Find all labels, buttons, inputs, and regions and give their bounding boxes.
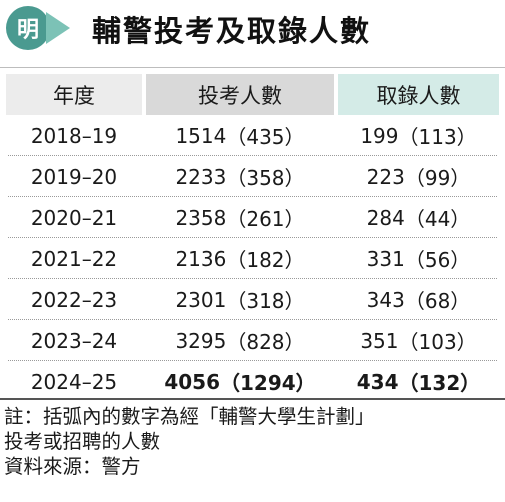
logo-tail-decoration bbox=[46, 12, 70, 44]
applied-cell: 3295 （828） bbox=[146, 320, 334, 361]
admitted-value: 284 bbox=[366, 205, 405, 230]
admitted-value: 199 bbox=[360, 123, 399, 148]
table-row: 2021–22 2136 （182） 331 （56） bbox=[0, 238, 505, 279]
admitted-cell: 223 （99） bbox=[338, 156, 499, 197]
applied-cell: 2233 （358） bbox=[146, 156, 334, 197]
column-header-year: 年度 bbox=[6, 74, 142, 115]
top-divider bbox=[0, 67, 505, 68]
column-header-applied: 投考人數 bbox=[146, 74, 334, 115]
admitted-scheme-value: （103） bbox=[398, 330, 477, 354]
table-row: 2019–20 2233 （358） 223 （99） bbox=[0, 156, 505, 197]
admitted-scheme-value: （44） bbox=[404, 207, 471, 231]
applied-scheme-value: （182） bbox=[226, 248, 305, 272]
applied-cell: 2358 （261） bbox=[146, 197, 334, 238]
source-line: 資料來源：警方 bbox=[4, 455, 141, 478]
applied-value: 1514 bbox=[175, 123, 227, 148]
applied-value: 3295 bbox=[175, 328, 227, 353]
applied-cell: 2301 （318） bbox=[146, 279, 334, 320]
table-row: 2023–24 3295 （828） 351 （103） bbox=[0, 320, 505, 361]
applied-scheme-value: （435） bbox=[226, 125, 305, 149]
admitted-scheme-value: （68） bbox=[404, 289, 471, 313]
applied-cell: 1514 （435） bbox=[146, 115, 334, 156]
applied-scheme-value: （261） bbox=[226, 207, 305, 231]
page-title: 輔警投考及取錄人數 bbox=[92, 14, 372, 48]
applied-scheme-value: （318） bbox=[226, 289, 305, 313]
admitted-scheme-value: （99） bbox=[404, 166, 471, 190]
column-header-admitted: 取錄人數 bbox=[338, 74, 499, 115]
table-row: 2018–19 1514 （435） 199 （113） bbox=[0, 115, 505, 156]
admitted-scheme-value: （56） bbox=[404, 248, 471, 272]
year-cell: 2020–21 bbox=[30, 205, 118, 230]
note-line-1: 註：括弧內的數字為經「輔警大學生計劃」 bbox=[4, 405, 375, 428]
admitted-value: 331 bbox=[366, 246, 405, 271]
newspaper-logo-icon: 明 bbox=[6, 6, 50, 50]
table-row: 2022–23 2301 （318） 343 （68） bbox=[0, 279, 505, 320]
applied-value: 2136 bbox=[175, 246, 227, 271]
admitted-cell: 199 （113） bbox=[338, 115, 499, 156]
admitted-value: 343 bbox=[366, 287, 405, 312]
applied-value: 4056 bbox=[164, 369, 220, 394]
footnotes: 註：括弧內的數字為經「輔警大學生計劃」 投考或招聘的人數 資料來源：警方 bbox=[4, 404, 504, 479]
admitted-scheme-value: （113） bbox=[398, 125, 477, 149]
admitted-cell: 434 （132） bbox=[338, 361, 499, 402]
year-cell: 2023–24 bbox=[30, 328, 118, 353]
year-cell: 2018–19 bbox=[30, 123, 118, 148]
year-cell: 2019–20 bbox=[30, 164, 118, 189]
applied-scheme-value: （828） bbox=[226, 330, 305, 354]
admitted-value: 351 bbox=[360, 328, 399, 353]
year-cell: 2024–25 bbox=[30, 369, 118, 394]
admitted-cell: 331 （56） bbox=[338, 238, 499, 279]
table-header-row: 年度 投考人數 取錄人數 bbox=[0, 74, 505, 115]
year-cell: 2021–22 bbox=[30, 246, 118, 271]
applied-scheme-value: （1294） bbox=[220, 371, 316, 395]
admitted-cell: 284 （44） bbox=[338, 197, 499, 238]
applied-value: 2233 bbox=[175, 164, 227, 189]
table-row: 2020–21 2358 （261） 284 （44） bbox=[0, 197, 505, 238]
admitted-value: 223 bbox=[366, 164, 405, 189]
header: 明 輔警投考及取錄人數 bbox=[6, 4, 501, 54]
applied-value: 2358 bbox=[175, 205, 227, 230]
admitted-cell: 343 （68） bbox=[338, 279, 499, 320]
applied-scheme-value: （358） bbox=[226, 166, 305, 190]
applied-cell: 2136 （182） bbox=[146, 238, 334, 279]
note-line-2: 投考或招聘的人數 bbox=[4, 430, 161, 453]
applied-value: 2301 bbox=[175, 287, 227, 312]
year-cell: 2022–23 bbox=[30, 287, 118, 312]
admitted-value: 434 bbox=[356, 369, 399, 394]
data-table: 年度 投考人數 取錄人數 2018–19 1514 （435） 199 （113… bbox=[0, 74, 505, 402]
admitted-cell: 351 （103） bbox=[338, 320, 499, 361]
table-row: 2024–25 4056 （1294） 434 （132） bbox=[0, 361, 505, 402]
admitted-scheme-value: （132） bbox=[398, 371, 481, 395]
applied-cell: 4056 （1294） bbox=[146, 361, 334, 402]
bottom-divider bbox=[0, 398, 505, 400]
